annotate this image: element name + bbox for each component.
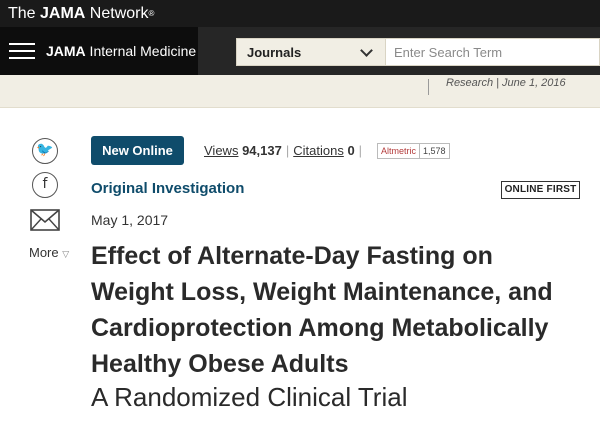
facebook-icon: f: [42, 176, 48, 192]
altmetric-score: 1,578: [419, 144, 449, 158]
new-online-badge[interactable]: New Online: [91, 136, 184, 165]
triangle-down-icon: ▽: [62, 249, 70, 259]
jama-network-logo[interactable]: The JAMA Network®: [8, 5, 154, 23]
views-count: 94,137: [242, 143, 282, 158]
twitter-icon: 🐦: [36, 142, 54, 158]
network-bar: The JAMA Network®: [0, 0, 600, 27]
menu-area: JAMA Internal Medicine: [0, 27, 198, 75]
altmetric-label: Altmetric: [381, 146, 417, 156]
network-logo-brand: JAMA: [40, 5, 86, 22]
citations-count: 0: [347, 143, 355, 158]
chevron-down-icon: [360, 44, 373, 57]
strip-research-date: Research | June 1, 2016: [446, 77, 566, 89]
online-first-badge: ONLINE FIRST: [501, 181, 580, 199]
journals-dropdown-label: Journals: [247, 45, 302, 60]
twitter-share-button[interactable]: 🐦: [32, 138, 58, 164]
email-icon: [30, 209, 60, 231]
network-logo-suffix: Network: [85, 5, 149, 22]
article-subtitle: A Randomized Clinical Trial: [91, 382, 408, 412]
views-link[interactable]: Views: [204, 143, 239, 158]
article-metrics: Views 94,137 | Citations 0 |: [204, 143, 366, 158]
network-logo-prefix: The: [8, 5, 41, 22]
journal-title-name: Internal Medicine: [85, 43, 197, 59]
strip-divider: [428, 79, 429, 95]
more-label: More: [29, 245, 59, 260]
email-share-button[interactable]: [30, 209, 60, 231]
publication-date: May 1, 2017: [91, 212, 169, 228]
search-input[interactable]: [386, 38, 600, 66]
altmetric-badge[interactable]: Altmetric 1,578: [377, 143, 450, 159]
article-type-link[interactable]: Original Investigation: [91, 180, 245, 197]
article-title: Effect of Alternate-Day Fasting on Weigh…: [91, 242, 553, 378]
more-share-button[interactable]: More ▽: [29, 245, 69, 260]
network-logo-mark: ®: [148, 9, 155, 18]
journal-title[interactable]: JAMA Internal Medicine: [46, 43, 196, 59]
metrics-separator: |: [358, 143, 363, 158]
hamburger-menu-icon[interactable]: [9, 43, 35, 60]
journal-title-brand: JAMA: [46, 43, 86, 59]
journals-dropdown[interactable]: Journals: [236, 38, 386, 66]
breadcrumb-strip: Research | June 1, 2016: [0, 75, 600, 108]
citations-link[interactable]: Citations: [293, 143, 344, 158]
facebook-share-button[interactable]: f: [32, 172, 58, 198]
metrics-separator: |: [285, 143, 290, 158]
